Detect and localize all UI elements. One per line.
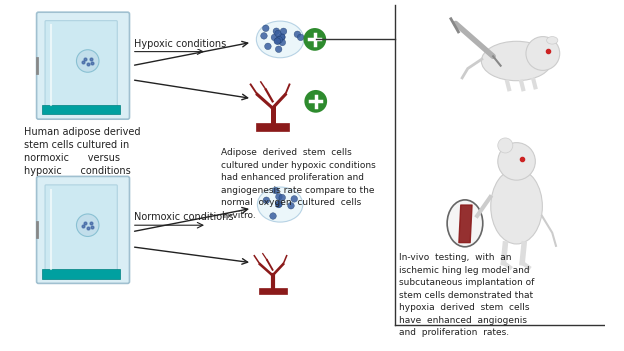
Ellipse shape <box>256 21 304 58</box>
Circle shape <box>280 28 287 35</box>
Circle shape <box>305 91 326 112</box>
FancyBboxPatch shape <box>37 177 130 283</box>
Circle shape <box>263 25 269 32</box>
Circle shape <box>279 34 285 41</box>
FancyBboxPatch shape <box>37 12 130 119</box>
Text: Adipose  derived  stem  cells
cultured under hypoxic conditions
had enhanced pro: Adipose derived stem cells cultured unde… <box>221 148 376 220</box>
Circle shape <box>275 38 281 44</box>
Circle shape <box>279 39 286 46</box>
Text: Human adipose derived
stem cells cultured in
normoxic      versus
hypoxic      c: Human adipose derived stem cells culture… <box>24 127 140 176</box>
Bar <box>256 123 290 131</box>
Ellipse shape <box>257 187 303 222</box>
Circle shape <box>498 138 513 153</box>
Circle shape <box>305 29 325 50</box>
Circle shape <box>275 201 282 208</box>
Bar <box>42 105 120 114</box>
Ellipse shape <box>547 37 558 44</box>
Text: Normoxic conditions: Normoxic conditions <box>134 212 233 223</box>
Circle shape <box>265 43 271 49</box>
Bar <box>258 288 286 294</box>
Circle shape <box>278 33 285 40</box>
Circle shape <box>77 50 99 72</box>
Circle shape <box>274 38 281 45</box>
Circle shape <box>526 37 560 71</box>
Text: In-vivo  testing,  with  an
ischemic hing leg model and
subcutaneous implantatio: In-vivo testing, with an ischemic hing l… <box>399 253 535 337</box>
Circle shape <box>275 30 281 37</box>
Circle shape <box>279 194 286 201</box>
Circle shape <box>261 33 267 39</box>
FancyBboxPatch shape <box>45 185 117 273</box>
Circle shape <box>276 193 282 200</box>
Ellipse shape <box>447 200 483 247</box>
Circle shape <box>270 213 276 219</box>
Circle shape <box>291 196 298 202</box>
Bar <box>42 269 120 279</box>
Circle shape <box>273 187 279 194</box>
Ellipse shape <box>481 41 552 81</box>
Circle shape <box>77 214 99 237</box>
Circle shape <box>298 34 304 41</box>
Circle shape <box>294 31 301 38</box>
Ellipse shape <box>490 169 542 244</box>
Circle shape <box>263 197 270 204</box>
Text: Hypoxic conditions: Hypoxic conditions <box>134 39 226 49</box>
Circle shape <box>288 203 295 209</box>
Circle shape <box>498 143 535 180</box>
FancyBboxPatch shape <box>45 21 117 109</box>
Circle shape <box>276 37 283 43</box>
Circle shape <box>275 46 282 53</box>
Circle shape <box>271 34 278 41</box>
Circle shape <box>276 200 283 207</box>
Circle shape <box>273 28 280 34</box>
